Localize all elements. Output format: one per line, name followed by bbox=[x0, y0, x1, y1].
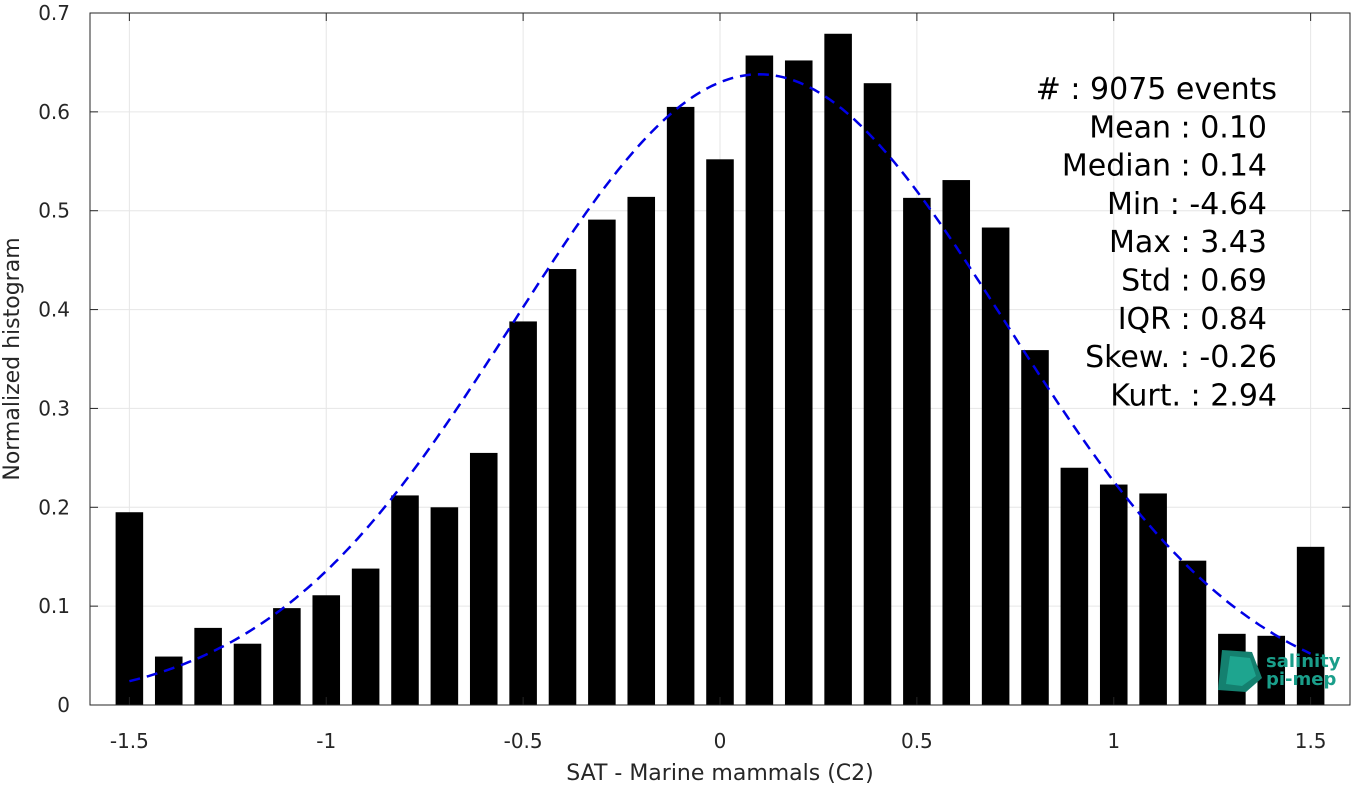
bar-11 bbox=[548, 269, 577, 705]
bar-10 bbox=[509, 321, 537, 705]
bar-16 bbox=[745, 55, 774, 706]
y-tick-label-0: 0 bbox=[57, 693, 70, 717]
bar-7 bbox=[391, 495, 419, 705]
y-axis-label: Normalized histogram bbox=[0, 237, 25, 480]
x-tick-label-5: 1 bbox=[1107, 729, 1120, 753]
stats-line-4: Max : 3.43 bbox=[1109, 225, 1267, 260]
bar-5 bbox=[312, 595, 341, 705]
bar-29 bbox=[1257, 635, 1286, 705]
x-tick-label-6: 1.5 bbox=[1295, 729, 1327, 753]
stats-line-3: Min : -4.64 bbox=[1107, 187, 1267, 222]
salinity-pimep-logo: salinity pi-mep bbox=[1218, 650, 1341, 692]
bar-13 bbox=[627, 196, 656, 706]
bar-17 bbox=[784, 60, 813, 706]
stats-line-7: Skew. : -0.26 bbox=[1085, 340, 1277, 375]
bar-30 bbox=[1296, 546, 1325, 705]
y-tick-label-7: 0.7 bbox=[38, 1, 70, 25]
bar-4 bbox=[273, 608, 301, 705]
bar-12 bbox=[588, 219, 616, 705]
bar-20 bbox=[903, 197, 931, 705]
bar-6 bbox=[351, 568, 380, 705]
stats-line-1: Mean : 0.10 bbox=[1089, 110, 1267, 145]
bar-26 bbox=[1139, 493, 1167, 705]
y-tick-label-6: 0.6 bbox=[38, 100, 70, 124]
stats-line-8: Kurt. : 2.94 bbox=[1110, 378, 1277, 413]
y-tick-label-4: 0.4 bbox=[38, 298, 70, 322]
logo-icon-highlight bbox=[1226, 656, 1256, 686]
bar-3 bbox=[233, 643, 262, 705]
y-tick-label-1: 0.1 bbox=[38, 594, 70, 618]
bar-8 bbox=[430, 507, 459, 705]
y-tick-label-2: 0.2 bbox=[38, 495, 70, 519]
bar-19 bbox=[863, 83, 892, 705]
bar-14 bbox=[666, 106, 695, 705]
tick-labels: -1.5 -1 -0.5 0 0.5 1 1.5 0 0.1 0.2 0.3 0.4 0.5 0.6 0.7 bbox=[38, 1, 1326, 753]
x-axis-label: SAT - Marine mammals (C2) bbox=[566, 761, 874, 785]
x-tick-label-3: 0 bbox=[714, 729, 727, 753]
x-tick-label-4: 0.5 bbox=[901, 729, 933, 753]
bar-1 bbox=[154, 656, 183, 705]
bars bbox=[115, 33, 1325, 706]
x-tick-label-2: -0.5 bbox=[504, 729, 543, 753]
x-tick-label-1: -1 bbox=[316, 729, 336, 753]
x-tick-label-0: -1.5 bbox=[110, 729, 149, 753]
bar-23 bbox=[1021, 350, 1049, 705]
bar-18 bbox=[824, 33, 852, 705]
stats-line-6: IQR : 0.84 bbox=[1118, 302, 1267, 337]
bar-2 bbox=[194, 627, 222, 705]
logo-text-line2: pi-mep bbox=[1266, 669, 1336, 690]
bar-24 bbox=[1060, 467, 1089, 705]
logo-text-line1: salinity bbox=[1266, 651, 1341, 672]
stats-line-0: # : 9075 events bbox=[1036, 72, 1277, 107]
bar-9 bbox=[469, 452, 498, 705]
bar-25 bbox=[1099, 484, 1128, 705]
y-tick-label-3: 0.3 bbox=[38, 396, 70, 420]
axes bbox=[89, 12, 1351, 706]
bar-15 bbox=[706, 159, 734, 705]
bar-0 bbox=[115, 512, 144, 705]
stats-line-5: Std : 0.69 bbox=[1121, 264, 1267, 299]
bar-21 bbox=[942, 180, 971, 705]
bar-22 bbox=[981, 227, 1010, 705]
stats-line-2: Median : 0.14 bbox=[1062, 149, 1267, 184]
y-tick-label-5: 0.5 bbox=[38, 199, 70, 223]
bar-27 bbox=[1178, 560, 1207, 705]
